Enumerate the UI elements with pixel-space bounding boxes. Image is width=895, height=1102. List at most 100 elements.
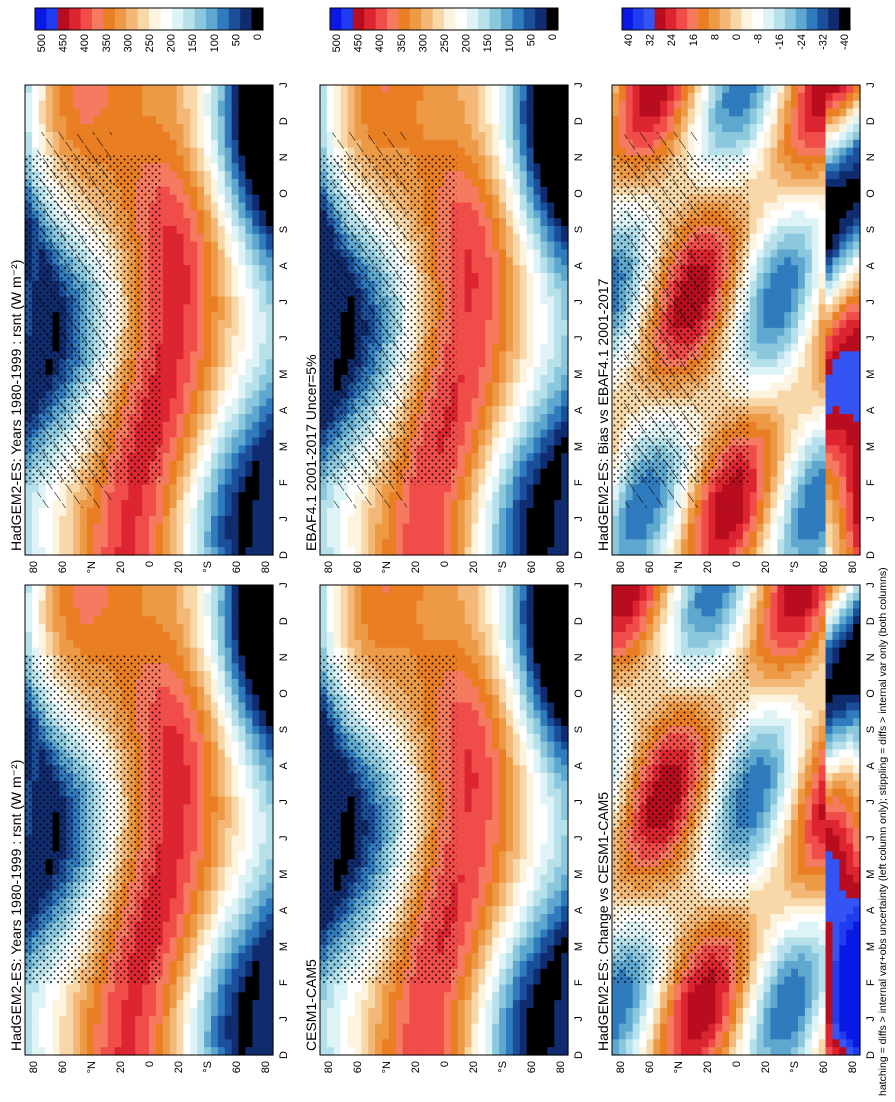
heatmap-cell [169,608,178,617]
heatmap-cell [162,108,171,117]
heatmap-cell [183,874,191,884]
heatmap-cell [354,539,362,548]
heatmap-cell [197,984,205,993]
heatmap-cell [238,390,247,399]
heatmap-cell [183,359,191,368]
heatmap-cell [107,1015,116,1025]
heatmap-cell [190,304,198,313]
heatmap-cell [66,1031,74,1040]
heatmap-cell [252,163,260,172]
heatmap-cell [142,547,150,556]
heatmap-cell [266,249,274,258]
heatmap-cell [190,273,198,282]
heatmap-cell [107,647,116,657]
heatmap-cell [197,468,205,478]
heatmap-cell [326,508,335,517]
heatmap-cell [155,116,164,125]
heatmap-cell [114,85,123,94]
heatmap-cell [245,632,253,641]
heatmap-cell [231,733,240,743]
heatmap-cell [176,171,185,180]
heatmap-cell [266,445,274,454]
heatmap-cell [245,233,253,243]
heatmap-cell [368,515,376,525]
heatmap-cell [197,671,205,680]
heatmap-cell [80,85,88,94]
heatmap-cell [224,616,233,625]
heatmap-cell [114,592,123,602]
heatmap-cell [224,202,233,211]
heatmap-cell [266,1039,274,1048]
heatmap-cell [252,186,260,196]
heatmap-cell [38,992,47,1001]
heatmap-cell [266,273,274,282]
heatmap-cell [87,624,95,633]
heatmap-cell [107,984,116,993]
heatmap-cell [211,820,219,829]
heatmap-cell [333,85,342,94]
heatmap-cell [245,273,253,282]
heatmap-cell [245,655,253,664]
heatmap-cell [80,616,88,625]
heatmap-cell [375,515,383,525]
heatmap-cell [238,624,247,633]
heatmap-cell [211,92,219,102]
heatmap-cell [114,1031,123,1040]
heatmap-cell [211,1023,219,1033]
heatmap-cell [204,437,212,446]
heatmap-cell [245,468,253,478]
heatmap-cell [266,351,274,360]
heatmap-cell [183,374,191,384]
heatmap-cell [252,710,260,719]
panel-p3: EBAF4.1 2001-2017 Uncer=5%80 60 °N 20 0 20 °S 6… [303,82,585,573]
heatmap-cell [231,351,240,360]
heatmap-cell [93,1023,102,1033]
heatmap-cell [211,788,219,798]
heatmap-cell [252,702,260,711]
heatmap-cell [176,531,185,540]
heatmap-cell [73,547,81,556]
heatmap-cell [183,445,191,454]
heatmap-cell [245,780,253,790]
heatmap-cell [190,749,198,758]
heatmap-cell [252,718,260,727]
heatmap-cell [149,108,157,117]
heatmap-cell [204,139,212,149]
heatmap-cell [231,429,240,439]
heatmap-cell [245,733,253,743]
heatmap-cell [80,608,88,617]
heatmap-cell [204,218,212,227]
heatmap-cell [238,500,247,509]
heatmap-cell [142,992,150,1001]
heatmap-cell [211,132,219,141]
heatmap-cell [217,929,226,939]
heatmap-cell [204,1031,212,1040]
heatmap-cell [238,320,247,329]
heatmap-cell [149,639,157,649]
heatmap-cell [66,124,74,133]
heatmap-cell [162,492,171,501]
heatmap-cell [231,992,240,1001]
colorbar-label: 0 [252,34,264,40]
heatmap-cell [31,647,40,657]
heatmap-cell [224,327,233,337]
heatmap-cell [266,186,274,196]
heatmap-cell [204,100,212,110]
month-tick-label: J [278,82,290,88]
heatmap-cell [45,992,54,1001]
heatmap-cell [121,992,129,1001]
heatmap-cell [128,1047,136,1056]
heatmap-cell [197,647,205,657]
heatmap-cell [238,867,247,876]
heatmap-cell [25,108,33,117]
panel-title: HadGEM2-ES: Years 1980-1999 : rsnt (W m⁻… [8,760,24,1051]
heatmap-cell [176,327,185,337]
heatmap-cell [204,663,212,672]
heatmap-cell [217,647,226,657]
heatmap-cell [245,312,253,321]
heatmap-cell [162,655,171,664]
heatmap-cell [176,453,185,462]
heatmap-cell [252,288,260,298]
heatmap-cell [176,414,185,423]
heatmap-cell [183,1008,191,1017]
